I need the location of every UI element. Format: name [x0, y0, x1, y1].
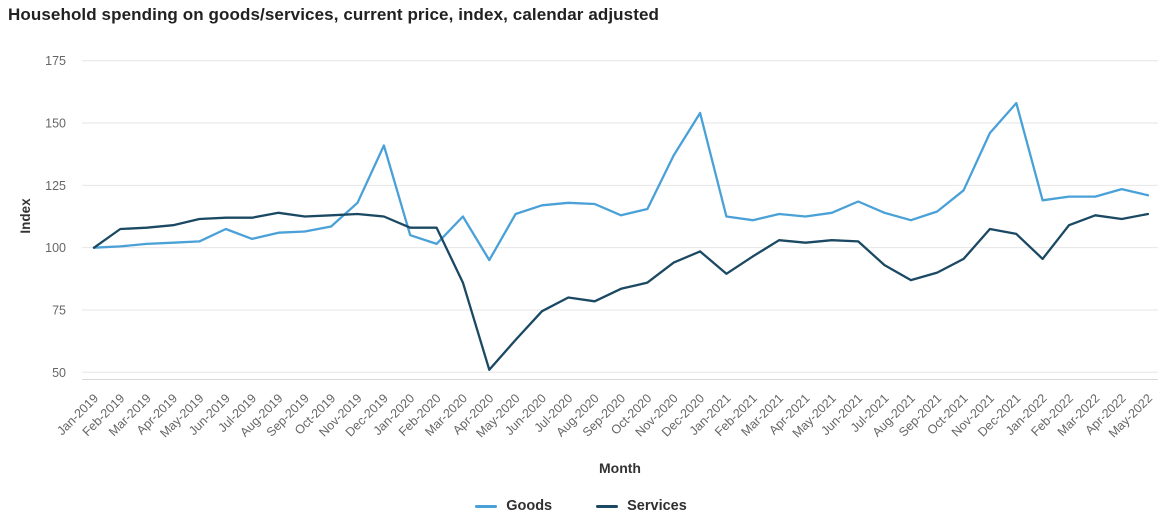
x-axis-title: Month — [599, 460, 641, 476]
y-axis-title: Index — [18, 198, 33, 234]
y-tick-label: 50 — [52, 366, 66, 380]
services-line — [92, 211, 1150, 371]
y-tick-label: 175 — [45, 54, 66, 68]
goods-line — [92, 101, 1150, 262]
legend-label-goods: Goods — [506, 498, 553, 514]
y-tick-label: 75 — [52, 303, 66, 317]
legend-label-services: Services — [627, 498, 687, 514]
legend: Goods Services — [0, 498, 1162, 514]
y-tick-label: 150 — [45, 117, 66, 131]
goods-line-swatch — [475, 504, 498, 508]
y-tick-label: 125 — [45, 179, 66, 193]
services-line-swatch — [596, 504, 619, 508]
y-tick-label: 100 — [45, 241, 66, 255]
chart-title: Household spending on goods/services, cu… — [8, 5, 660, 24]
legend-item-goods[interactable]: Goods — [475, 498, 552, 514]
legend-item-services[interactable]: Services — [596, 498, 687, 514]
